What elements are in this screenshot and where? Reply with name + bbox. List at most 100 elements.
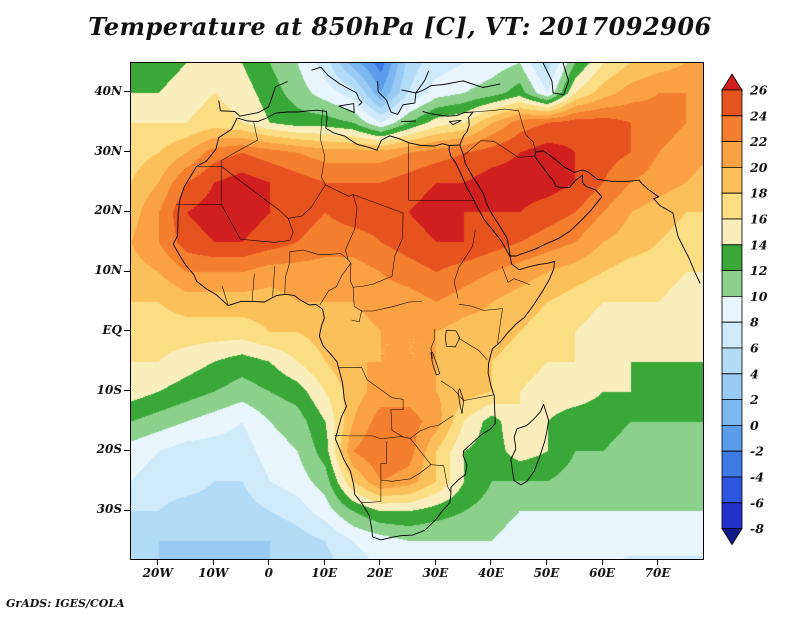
colorbar-label: 14 bbox=[750, 237, 767, 252]
country-border-path bbox=[338, 366, 404, 437]
coastline-path bbox=[400, 120, 416, 123]
colorbar-label: -6 bbox=[750, 495, 764, 510]
lat-tick-mark bbox=[124, 270, 130, 272]
lon-tick-label: 20W bbox=[142, 566, 173, 580]
coastline-path bbox=[422, 110, 475, 146]
country-border-path bbox=[284, 249, 349, 295]
lon-tick-mark bbox=[157, 559, 159, 565]
colorbar-label: -2 bbox=[750, 444, 764, 459]
coastline-path bbox=[415, 70, 430, 94]
lat-tick-mark bbox=[124, 210, 130, 212]
lat-tick-mark bbox=[124, 449, 130, 451]
country-border-path bbox=[463, 140, 535, 158]
country-border-path bbox=[272, 266, 276, 297]
colorbar-label: 16 bbox=[750, 212, 768, 227]
colorbar-label: 26 bbox=[749, 83, 768, 98]
coastline-borders-overlay bbox=[172, 63, 701, 541]
country-border-path bbox=[458, 304, 503, 311]
coastline-path bbox=[415, 80, 501, 94]
coastline-path bbox=[311, 66, 363, 106]
lat-tick-label: 40N bbox=[94, 83, 122, 98]
country-border-path bbox=[518, 110, 537, 153]
lat-tick-mark bbox=[124, 330, 130, 332]
colorbar-label: 22 bbox=[749, 134, 768, 149]
country-border-path bbox=[350, 263, 362, 323]
lake-outline-path bbox=[457, 388, 464, 414]
lon-tick-label: 30E bbox=[422, 566, 449, 580]
coastline-path bbox=[542, 63, 570, 96]
lon-tick-label: 20E bbox=[366, 566, 393, 580]
colorbar-bin bbox=[721, 89, 743, 117]
lat-tick-label: 20S bbox=[96, 442, 122, 457]
colorbar-bin bbox=[721, 244, 743, 271]
colorbar-bin bbox=[721, 141, 743, 168]
lon-tick-label: 10E bbox=[311, 566, 338, 580]
colorbar-label: 12 bbox=[750, 263, 768, 278]
country-border-path bbox=[440, 380, 495, 401]
lon-tick-mark bbox=[601, 559, 603, 565]
colorbar-bin bbox=[721, 450, 743, 478]
colorbar-arrow-bottom bbox=[721, 528, 743, 546]
colorbar-label: 8 bbox=[750, 315, 759, 330]
colorbar-bin bbox=[721, 218, 743, 246]
country-border-path bbox=[501, 266, 531, 285]
colorbar-arrow-top bbox=[721, 73, 743, 91]
credit-text: GrADS: IGES/COLA bbox=[6, 597, 125, 610]
coastline-path bbox=[338, 103, 355, 114]
country-border-path bbox=[410, 438, 432, 465]
lat-tick-label: 30S bbox=[96, 502, 122, 517]
lon-tick-mark bbox=[268, 559, 270, 565]
country-border-path bbox=[361, 441, 387, 504]
coastline-path bbox=[535, 150, 701, 284]
country-border-path bbox=[325, 184, 404, 214]
coastline-path bbox=[218, 81, 288, 117]
colorbar-bin bbox=[721, 425, 743, 452]
lon-tick-mark bbox=[323, 559, 325, 565]
country-border-path bbox=[473, 108, 519, 113]
lon-tick-mark bbox=[434, 559, 436, 565]
lat-tick-mark bbox=[124, 390, 130, 392]
country-border-path bbox=[457, 337, 488, 361]
country-border-path bbox=[345, 194, 358, 260]
colorbar-label: 24 bbox=[749, 108, 767, 123]
temperature-heatmap-canvas bbox=[131, 63, 703, 559]
colorbar-bin bbox=[721, 115, 743, 142]
colorbar-label: 0 bbox=[750, 418, 759, 433]
country-border-path bbox=[380, 464, 452, 493]
colorbar-label: 6 bbox=[750, 341, 759, 356]
coastline-path bbox=[459, 144, 603, 257]
lat-tick-mark bbox=[124, 91, 130, 93]
country-border-path bbox=[334, 435, 411, 440]
country-border-path bbox=[221, 166, 326, 219]
country-border-path bbox=[320, 109, 326, 186]
colorbar-label: 18 bbox=[750, 186, 768, 201]
lake-outline-path bbox=[444, 329, 461, 348]
lon-tick-label: 10W bbox=[198, 566, 229, 580]
country-border-path bbox=[319, 259, 352, 306]
country-border-path bbox=[251, 273, 255, 302]
colorbar-bin bbox=[721, 321, 743, 349]
coastline-path bbox=[448, 119, 462, 126]
country-border-path bbox=[497, 308, 503, 344]
colorbar-label: 2 bbox=[749, 392, 759, 407]
colorbar-label: 10 bbox=[750, 289, 768, 304]
country-border-path bbox=[391, 212, 404, 277]
lon-tick-mark bbox=[490, 559, 492, 565]
page-title: Temperature at 850hPa [C], VT: 201709290… bbox=[88, 12, 712, 41]
coastline-path bbox=[510, 404, 550, 486]
lat-tick-label: 10N bbox=[94, 263, 122, 278]
country-border-path bbox=[176, 166, 222, 205]
lon-tick-label: 0 bbox=[264, 566, 273, 580]
country-border-path bbox=[221, 285, 229, 306]
lat-tick-label: 20N bbox=[94, 203, 122, 218]
country-border-path bbox=[196, 122, 258, 167]
colorbar-bin bbox=[721, 167, 743, 194]
lake-outline-path bbox=[430, 351, 441, 376]
colorbar-label: 20 bbox=[749, 160, 768, 175]
colorbar-label: -4 bbox=[750, 470, 764, 485]
colorbar-bin bbox=[721, 347, 743, 375]
lon-tick-label: 70E bbox=[644, 566, 671, 580]
colorbar-bin bbox=[721, 502, 743, 529]
